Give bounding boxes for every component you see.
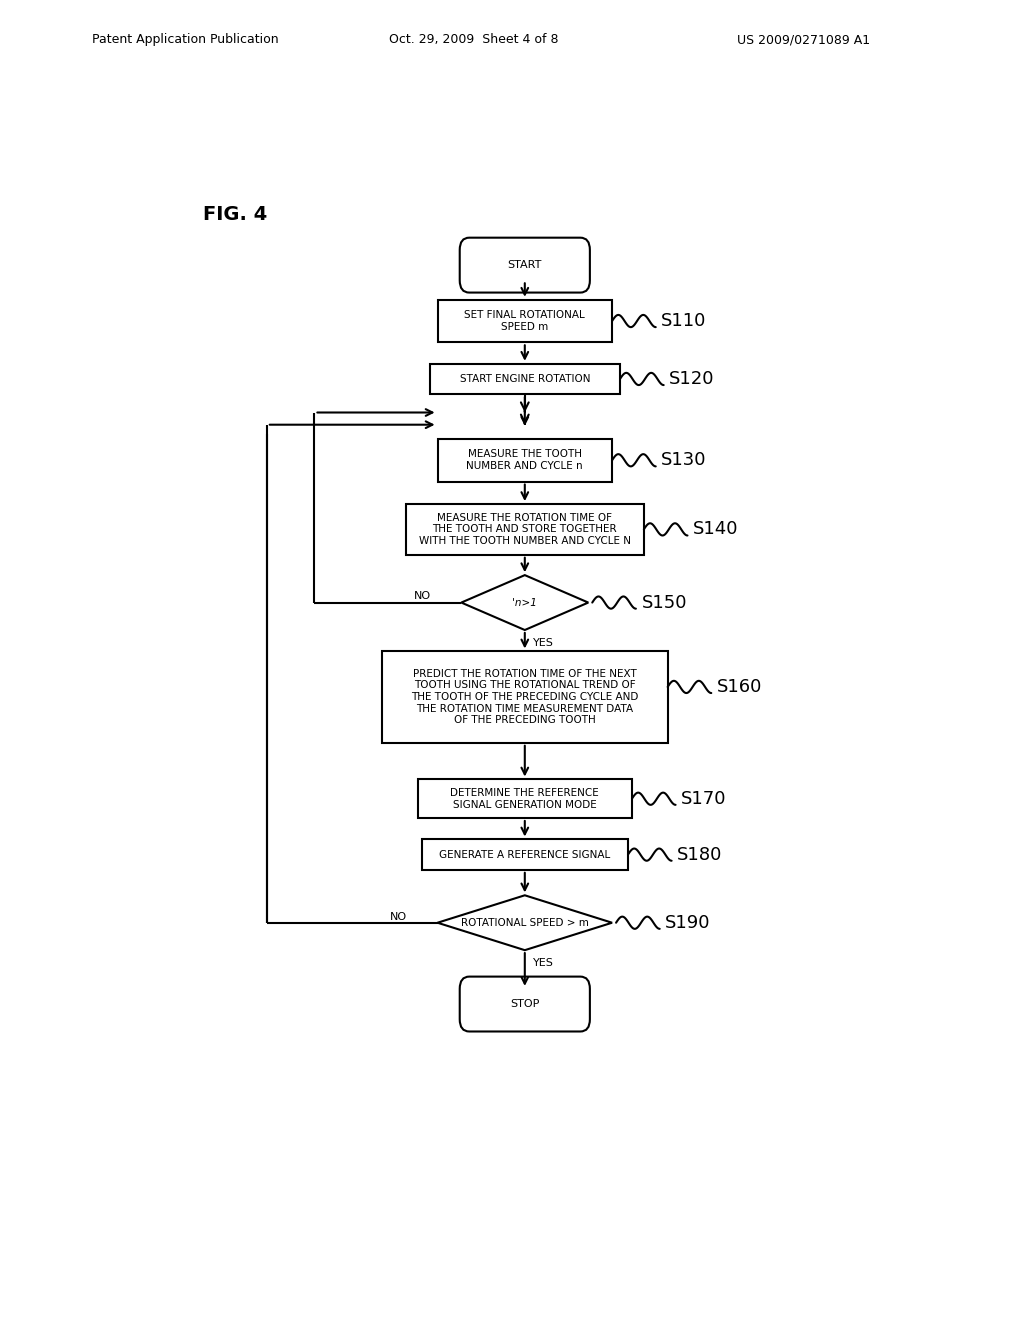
Text: ROTATIONAL SPEED > m: ROTATIONAL SPEED > m — [461, 917, 589, 928]
FancyBboxPatch shape — [460, 977, 590, 1031]
Text: S120: S120 — [670, 370, 715, 388]
Text: S150: S150 — [641, 594, 687, 611]
Text: S130: S130 — [662, 451, 707, 470]
Text: MEASURE THE ROTATION TIME OF
THE TOOTH AND STORE TOGETHER
WITH THE TOOTH NUMBER : MEASURE THE ROTATION TIME OF THE TOOTH A… — [419, 512, 631, 546]
Text: S110: S110 — [662, 312, 707, 330]
Bar — [382, 651, 668, 743]
Text: Oct. 29, 2009  Sheet 4 of 8: Oct. 29, 2009 Sheet 4 of 8 — [389, 33, 559, 46]
Text: S140: S140 — [693, 520, 738, 539]
Text: S180: S180 — [677, 846, 723, 863]
Bar — [437, 440, 612, 482]
Bar — [430, 364, 621, 395]
Text: 'n>1: 'n>1 — [512, 598, 538, 607]
Bar — [437, 300, 612, 342]
Text: FIG. 4: FIG. 4 — [204, 205, 267, 224]
Text: START: START — [508, 260, 542, 271]
Text: STOP: STOP — [510, 999, 540, 1008]
Text: US 2009/0271089 A1: US 2009/0271089 A1 — [737, 33, 870, 46]
Polygon shape — [461, 576, 588, 630]
Polygon shape — [437, 895, 612, 950]
Text: YES: YES — [532, 638, 554, 648]
Text: START ENGINE ROTATION: START ENGINE ROTATION — [460, 374, 590, 384]
Text: MEASURE THE TOOTH
NUMBER AND CYCLE n: MEASURE THE TOOTH NUMBER AND CYCLE n — [467, 450, 583, 471]
Text: GENERATE A REFERENCE SIGNAL: GENERATE A REFERENCE SIGNAL — [439, 850, 610, 859]
Text: Patent Application Publication: Patent Application Publication — [92, 33, 279, 46]
Text: S160: S160 — [717, 678, 762, 696]
Text: S190: S190 — [666, 913, 711, 932]
Text: S170: S170 — [681, 789, 727, 808]
Text: PREDICT THE ROTATION TIME OF THE NEXT
TOOTH USING THE ROTATIONAL TREND OF
THE TO: PREDICT THE ROTATION TIME OF THE NEXT TO… — [411, 669, 639, 725]
Text: SET FINAL ROTATIONAL
SPEED m: SET FINAL ROTATIONAL SPEED m — [465, 310, 585, 331]
Text: DETERMINE THE REFERENCE
SIGNAL GENERATION MODE: DETERMINE THE REFERENCE SIGNAL GENERATIO… — [451, 788, 599, 809]
Text: YES: YES — [532, 958, 554, 969]
Bar — [422, 840, 628, 870]
Text: NO: NO — [414, 591, 431, 602]
FancyBboxPatch shape — [460, 238, 590, 293]
Text: NO: NO — [390, 912, 408, 921]
Bar — [406, 504, 644, 554]
Bar — [418, 779, 632, 818]
